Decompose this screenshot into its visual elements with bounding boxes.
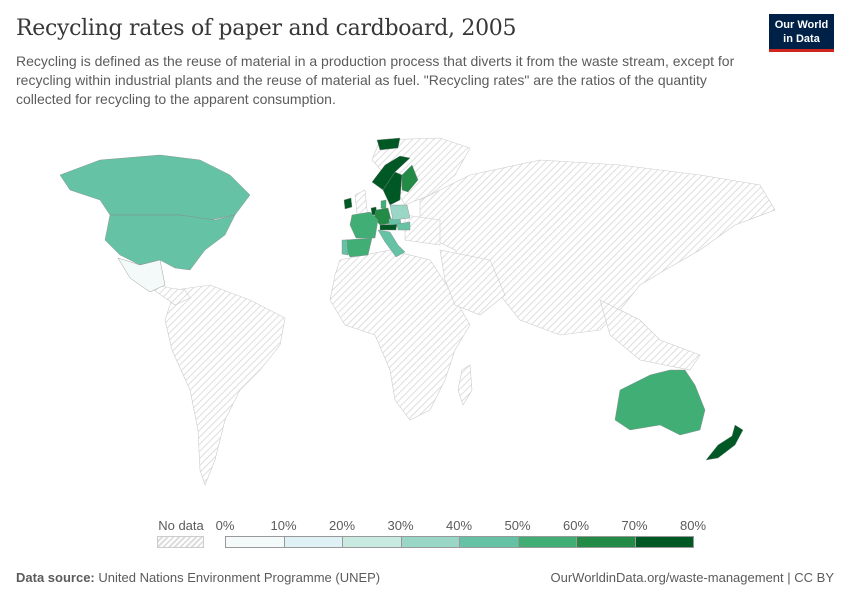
legend-tick-label: 60% <box>562 518 590 533</box>
page-title: Recycling rates of paper and cardboard, … <box>16 16 517 41</box>
legend-tick-label: 70% <box>621 518 648 533</box>
legend-bin[interactable] <box>576 536 636 548</box>
country-sweden[interactable] <box>382 171 403 206</box>
legend-bin[interactable] <box>517 536 577 548</box>
source-url-link[interactable]: OurWorldinData.org/waste-management <box>550 570 784 585</box>
legend-bin[interactable] <box>400 536 460 548</box>
logo-line1: Our World <box>774 19 829 31</box>
country-poland[interactable] <box>389 204 411 221</box>
legend-tick-label: 50% <box>504 518 531 533</box>
country-ireland[interactable] <box>343 197 353 210</box>
country-hungary[interactable] <box>396 221 411 231</box>
country-no-data-se-asia[interactable] <box>599 299 701 371</box>
world-map <box>59 137 776 486</box>
country-italy[interactable] <box>377 229 406 258</box>
country-new-zealand[interactable] <box>705 424 744 461</box>
country-no-data-madagascar[interactable] <box>457 364 473 406</box>
logo-line2: in Data <box>783 33 820 45</box>
subtitle: Recycling is defined as the reuse of mat… <box>16 53 735 107</box>
country-no-data-middle-east[interactable] <box>439 249 506 316</box>
country-australia[interactable] <box>614 369 706 436</box>
legend-tick-label: 0% <box>215 518 235 533</box>
legend: No data 0% 10% 20% 30% 40% 50% 60% 70% 80% <box>0 518 850 558</box>
data-source: Data source: United Nations Environment … <box>16 570 380 585</box>
country-mexico[interactable] <box>117 257 166 293</box>
source-label: Data source: <box>16 570 95 585</box>
source-text: United Nations Environment Programme (UN… <box>98 570 381 585</box>
country-no-data-east-eu[interactable] <box>404 214 441 246</box>
legend-tick-label: 40% <box>445 518 473 533</box>
legend-tick-label: 20% <box>328 518 356 533</box>
country-canada[interactable] <box>59 154 251 221</box>
legend-no-data-swatch <box>157 536 204 548</box>
license-link[interactable]: CC BY <box>794 570 834 585</box>
country-svalbard[interactable] <box>376 137 401 151</box>
country-france[interactable] <box>349 211 379 239</box>
country-no-data-africa[interactable] <box>329 249 471 421</box>
legend-no-data-label: No data <box>158 518 204 533</box>
country-no-data-south-america[interactable] <box>164 284 286 486</box>
legend-bin[interactable] <box>634 536 694 548</box>
country-portugal[interactable] <box>341 239 349 256</box>
country-united-states[interactable] <box>104 214 236 271</box>
legend-tick-label: 30% <box>387 518 414 533</box>
legend-tick-label: 10% <box>270 518 297 533</box>
footer-links: OurWorldinData.org/waste-management | CC… <box>550 570 835 585</box>
legend-bin[interactable] <box>283 536 343 548</box>
legend-bin[interactable] <box>225 536 285 548</box>
country-finland[interactable] <box>401 164 419 193</box>
country-austria[interactable] <box>379 223 398 231</box>
owid-logo[interactable]: Our World in Data <box>769 14 834 52</box>
legend-tick-label: 80% <box>679 518 707 533</box>
legend-bin[interactable] <box>342 536 402 548</box>
country-spain[interactable] <box>344 237 373 258</box>
legend-bin[interactable] <box>459 536 519 548</box>
